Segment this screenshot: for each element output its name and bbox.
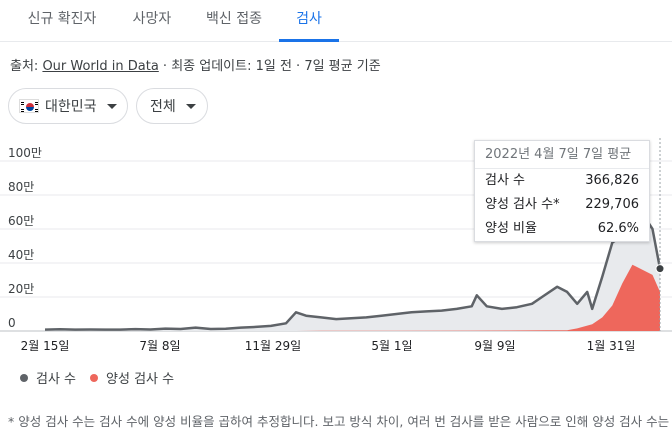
tooltip-value-positive: 229,706 bbox=[585, 197, 639, 212]
footnote: * 양성 검사 수는 검사 수에 양성 비율을 곱하여 추정합니다. 보고 방식… bbox=[8, 414, 672, 429]
x-tick-label: 5월 1일 bbox=[371, 339, 412, 353]
x-tick-label: 9월 9일 bbox=[474, 339, 515, 353]
tooltip-label-rate: 양성 비율 bbox=[485, 221, 537, 236]
y-tick-label: 0 bbox=[8, 316, 16, 330]
x-tick-label: 2월 15일 bbox=[21, 339, 70, 353]
legend-label-tests: 검사 수 bbox=[36, 372, 77, 387]
legend-item-tests[interactable]: 검사 수 bbox=[20, 368, 76, 387]
positive-tests-area bbox=[45, 264, 660, 331]
tooltip-label-tests: 검사 수 bbox=[485, 173, 526, 188]
tab-bar: 신규 확진자 사망자 백신 접종 검사 bbox=[0, 0, 672, 42]
tooltip-date: 2022년 4월 7일 7일 평균 bbox=[475, 141, 649, 169]
x-tick-label: 7월 8일 bbox=[139, 339, 180, 353]
tests-line bbox=[44, 212, 662, 331]
tooltip-value-tests: 366,826 bbox=[585, 173, 639, 188]
tooltip-row: 양성 검사 수* 229,706 bbox=[475, 193, 649, 217]
legend-label-positive: 양성 검사 수 bbox=[106, 372, 175, 387]
korea-flag-icon bbox=[19, 99, 39, 113]
tab-deaths[interactable]: 사망자 bbox=[132, 11, 172, 27]
range-dropdown[interactable]: 전체 bbox=[136, 88, 208, 124]
source-suffix: · 최종 업데이트: 1일 전 · 7일 평균 기준 bbox=[158, 59, 381, 74]
y-tick-label: 20만 bbox=[8, 282, 34, 296]
range-label: 전체 bbox=[150, 99, 176, 115]
y-tick-label: 40만 bbox=[8, 248, 34, 262]
testing-chart[interactable]: 0 20만 40만 60만 80만 100만 2월 15일 7월 8일 11월 29일 5월 1일… bbox=[0, 138, 672, 358]
chevron-down-icon bbox=[106, 103, 117, 109]
tab-new-cases[interactable]: 신규 확진자 bbox=[27, 11, 97, 27]
tab-vaccinations[interactable]: 백신 접종 bbox=[206, 11, 262, 27]
country-label: 대한민국 bbox=[45, 99, 97, 115]
tooltip-label-positive: 양성 검사 수* bbox=[485, 197, 560, 212]
y-tick-label: 100만 bbox=[8, 146, 42, 160]
source-prefix: 출처: bbox=[10, 59, 43, 74]
x-tick-label: 11월 29일 bbox=[245, 339, 301, 353]
legend-item-positive[interactable]: 양성 검사 수 bbox=[90, 368, 174, 387]
tests-end-point bbox=[655, 264, 665, 274]
chevron-down-icon bbox=[185, 103, 196, 109]
country-dropdown[interactable]: 대한민국 bbox=[8, 88, 128, 124]
x-tick-label: 1월 31일 bbox=[587, 339, 636, 353]
tab-testing[interactable]: 검사 bbox=[279, 0, 339, 42]
source-line: 출처: Our World in Data · 최종 업데이트: 1일 전 · … bbox=[10, 55, 381, 74]
y-tick-label: 80만 bbox=[8, 180, 34, 194]
legend-dot-positive bbox=[90, 373, 99, 382]
chart-legend: 검사 수 양성 검사 수 bbox=[20, 368, 188, 387]
tests-area bbox=[45, 213, 660, 331]
chart-tooltip: 2022년 4월 7일 7일 평균 검사 수 366,826 양성 검사 수* … bbox=[474, 140, 650, 242]
source-link[interactable]: Our World in Data bbox=[42, 59, 159, 74]
tooltip-value-rate: 62.6% bbox=[597, 221, 639, 236]
y-tick-label: 60만 bbox=[8, 214, 34, 228]
tooltip-row: 검사 수 366,826 bbox=[475, 169, 649, 193]
legend-dot-tests bbox=[20, 373, 28, 382]
tooltip-row: 양성 비율 62.6% bbox=[475, 217, 649, 241]
